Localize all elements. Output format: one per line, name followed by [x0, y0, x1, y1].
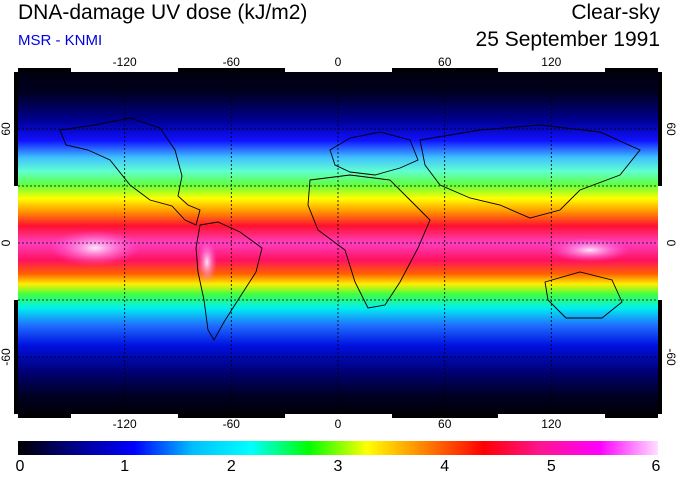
lat-tick-right-2: -60 [664, 348, 678, 366]
colorbar-tick-0: 0 [15, 458, 25, 475]
colorbar-tick-4: 4 [440, 458, 450, 475]
map-title: DNA-damage UV dose (kJ/m2) [18, 1, 308, 24]
colorbar-tick-3: 3 [333, 458, 343, 475]
hotspot-pacific [50, 230, 140, 266]
coast-asia [419, 124, 641, 219]
colorbar-tick-1: 1 [120, 458, 130, 475]
coast-australia [544, 271, 623, 319]
lon-tick-bottom-3: 60 [438, 417, 452, 431]
colorbar-tick-6: 6 [651, 458, 661, 475]
coast-europe [329, 131, 419, 176]
colorbar-tick-5: 5 [546, 458, 556, 475]
hotspot-indonesia [550, 238, 630, 262]
lat-tick-right-0: 60 [664, 122, 678, 136]
lon-tick-bottom-0: -120 [113, 417, 137, 431]
lat-tick-right-1: 0 [664, 240, 678, 247]
lat-tick-left-0: 60 [0, 122, 13, 136]
colorbar-tick-2: 2 [226, 458, 236, 475]
lon-tick-top-1: -60 [223, 55, 241, 69]
map-frame [14, 68, 662, 418]
colorbar [18, 441, 658, 455]
lon-tick-top-2: 0 [335, 55, 342, 69]
coast-south-america [195, 221, 263, 341]
lat-tick-left-2: -60 [0, 348, 13, 366]
lon-tick-bottom-4: 120 [541, 417, 561, 431]
coast-africa [307, 174, 431, 309]
date-label: 25 September 1991 [475, 28, 660, 51]
hotspot-andes [197, 240, 217, 284]
lon-tick-top-4: 120 [541, 55, 561, 69]
sky-condition-label: Clear-sky [571, 1, 660, 24]
lon-tick-bottom-1: -60 [223, 417, 241, 431]
lon-tick-bottom-2: 0 [335, 417, 342, 431]
coastlines [59, 117, 641, 341]
coast-north-america [59, 117, 201, 226]
lon-tick-top-3: 60 [438, 55, 452, 69]
lon-tick-top-0: -120 [113, 55, 137, 69]
credit-label: MSR - KNMI [18, 32, 103, 49]
lat-tick-left-1: 0 [0, 239, 13, 246]
graticule [18, 72, 658, 414]
